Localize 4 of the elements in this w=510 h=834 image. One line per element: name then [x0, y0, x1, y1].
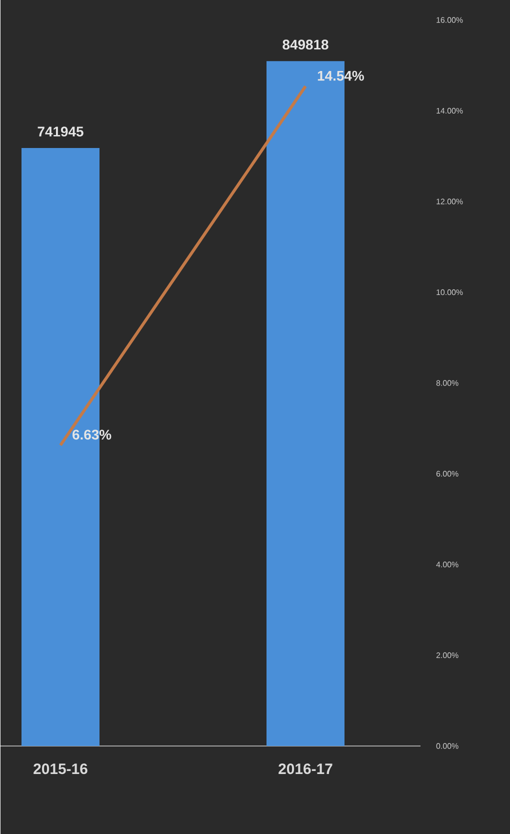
- x-tick-label: 2015-16: [33, 764, 88, 774]
- data-label: 849818: [282, 40, 328, 50]
- data-label: 741945: [38, 126, 84, 137]
- x-tick-label: 2016-17: [278, 764, 332, 774]
